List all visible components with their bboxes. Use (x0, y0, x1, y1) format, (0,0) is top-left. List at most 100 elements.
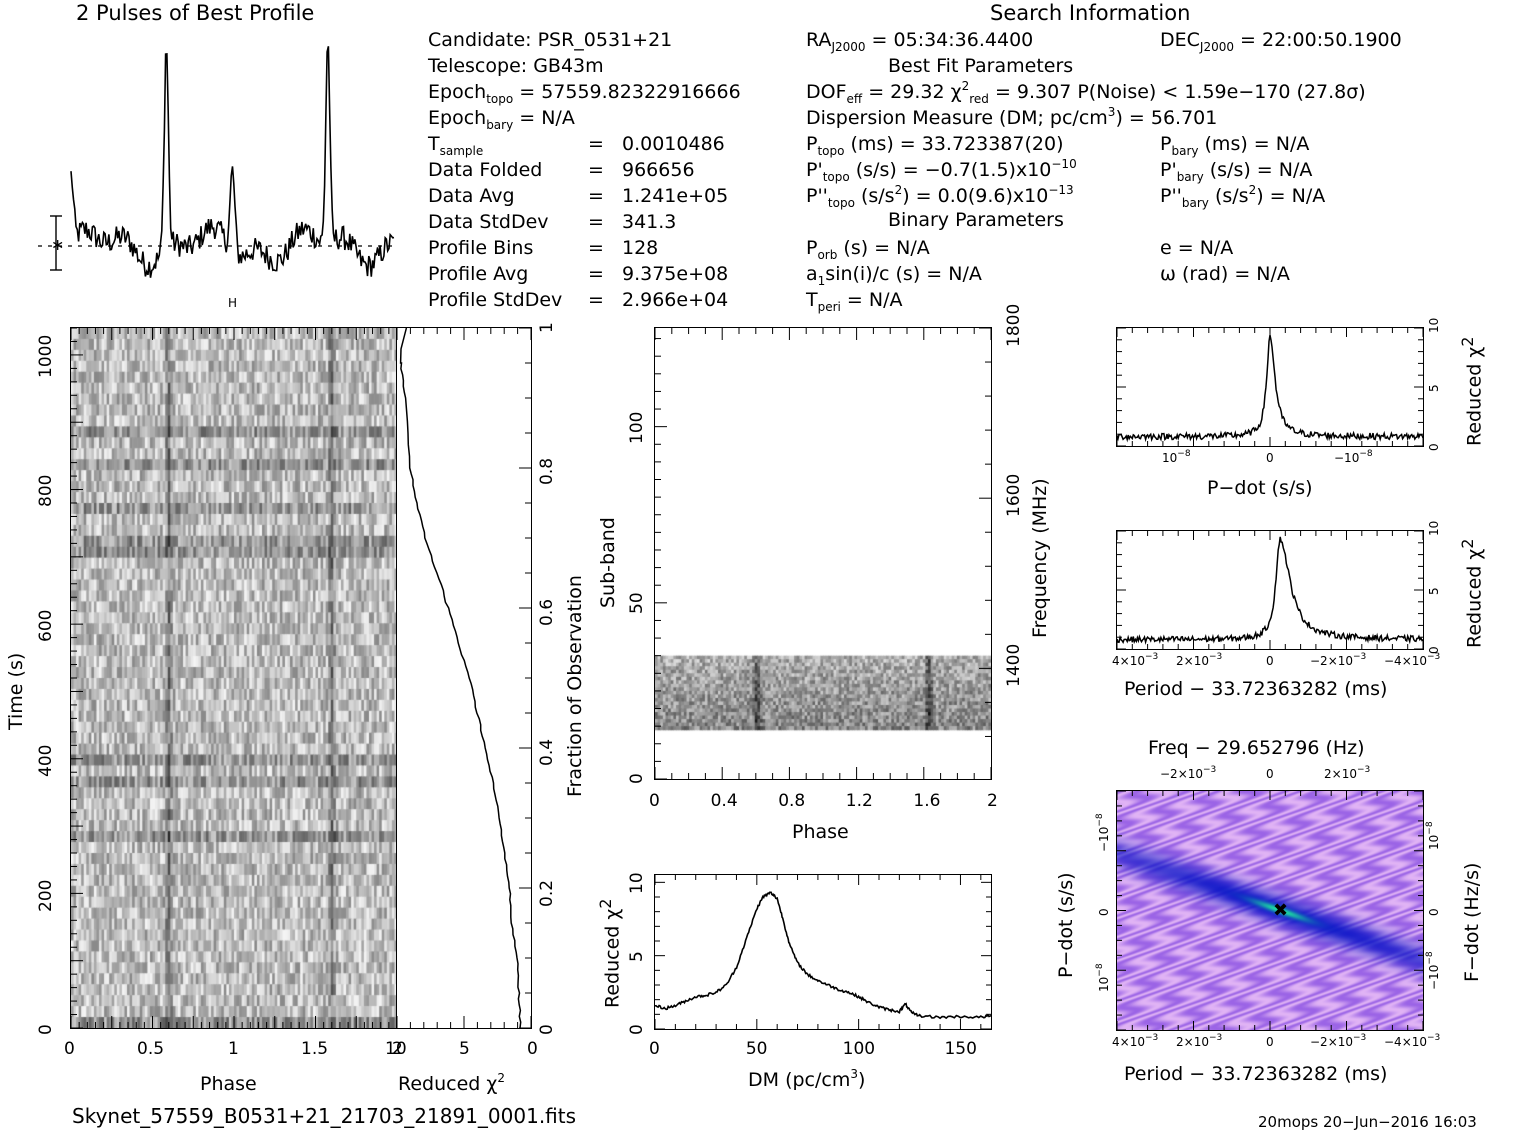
pdot-chi2-plot (1116, 327, 1424, 447)
profile-title: 2 Pulses of Best Profile (76, 1, 315, 25)
subband-phase-ylabel: Sub-band (597, 517, 619, 608)
chi2-fraction-xlabel: Reduced χ2 (398, 1071, 505, 1095)
subband-phase-freq-tick: 1600 (1004, 473, 1024, 518)
subband-phase-ytick: 100 (627, 411, 647, 444)
svg-text:✖: ✖ (1273, 900, 1288, 921)
period-pdot-plot: ✖ (1116, 790, 1424, 1031)
ra-line: RAJ2000 = 05:34:36.4400 (806, 29, 1034, 54)
chi2-fraction-curve (396, 327, 532, 1029)
period-chi2-xlabel: Period − 33.72363282 (ms) (1124, 678, 1388, 700)
period-pdot-left-tick: 10−8 (1095, 963, 1111, 992)
chi2-fraction-ytick: 0.8 (537, 458, 557, 486)
pdot-chi2-xlabel: P−dot (s/s) (1207, 477, 1313, 499)
period-chi2-plot (1116, 530, 1424, 650)
period-chi2-xtick: 4×10−3 (1112, 652, 1159, 668)
pdot-chi2-xtick: −10−8 (1334, 449, 1373, 465)
dof-chi-line: DOFeff = 29.32 χ2red = 9.307 P(Noise) < … (806, 79, 1366, 106)
time-phase-heatmap (71, 328, 397, 1028)
dm-chi2-xtick: 0 (649, 1039, 660, 1059)
search-info-title: Search Information (990, 1, 1191, 25)
filename: Skynet_57559_B0531+21_21703_21891_0001.f… (72, 1104, 577, 1128)
pddot-topo-line: P''topo (s/s2) = 0.0(9.6)x10−13 (806, 183, 1074, 210)
period-pdot-xtick: 2×10−3 (1176, 1033, 1223, 1049)
subband-phase-xlabel: Phase (792, 821, 849, 843)
a1sini-line: a1sin(i)/c (s) = N/A (806, 263, 982, 288)
period-chi2-ylabel: Reduced χ2 (1458, 538, 1486, 648)
dm-chi2-xtick: 50 (745, 1039, 768, 1059)
pdot-chi2-ylabel: Reduced χ2 (1458, 336, 1486, 446)
time-phase-xtick: 1 (228, 1039, 239, 1059)
period-pdot-top-tick: 2×10−3 (1324, 765, 1371, 781)
period-pdot-xtick: −2×10−3 (1310, 1033, 1367, 1049)
pddot-bary-line: P''bary (s/s2) = N/A (1160, 183, 1326, 210)
period-pdot-axes: ✖ (1116, 790, 1424, 1031)
epoch-topo-line: Epochtopo = 57559.82322916666 (428, 81, 741, 106)
chi2-fraction-ylabel: Fraction of Observation (564, 575, 586, 797)
eq-sign: = (588, 211, 604, 233)
chi2-fraction-ytick: 0 (537, 1024, 557, 1035)
data-avg-value: 1.241e+05 (622, 185, 729, 207)
profile-bins-value: 128 (622, 237, 659, 259)
telescope-line: Telescope: GB43m (428, 55, 604, 77)
pdot-topo-line: P'topo (s/s) = −0.7(1.5)x10−10 (806, 157, 1077, 184)
period-chi2-xtick: −4×10−3 (1384, 652, 1441, 668)
data-folded-label: Data Folded (428, 159, 543, 181)
dm-chi2-curve (654, 875, 992, 1030)
time-phase-xtick: 1.5 (301, 1039, 329, 1059)
chi2-fraction-ytick: 0.6 (537, 598, 557, 626)
period-pdot-top-tick: 0 (1266, 767, 1274, 781)
dm-chi2-ylabel: Reduced χ2 (596, 898, 624, 1008)
pdot-chi2-curve (1116, 327, 1424, 447)
period-pdot-left-tick: 0 (1097, 908, 1111, 916)
period-pdot-xtick: 4×10−3 (1112, 1033, 1159, 1049)
subband-phase-xtick: 0.8 (778, 791, 806, 811)
dm-chi2-xtick: 150 (944, 1039, 977, 1059)
subband-phase-xtick: 1.2 (845, 791, 873, 811)
period-pdot-ylabel-right: F−dot (Hz/s) (1461, 862, 1483, 982)
eq-sign: = (588, 185, 604, 207)
tperi-line: Tperi = N/A (806, 289, 903, 314)
subband-phase-ytick: 0 (627, 773, 647, 784)
dm-chi2-plot (654, 874, 992, 1030)
period-chi2-ytick: 5 (1427, 587, 1441, 595)
profile-marker: H (228, 296, 238, 310)
period-pdot-xtick: 0 (1266, 1035, 1274, 1049)
tsample-label: Tsample (428, 133, 484, 158)
dm-chi2-ytick: 5 (627, 950, 647, 962)
tsample-value: 0.0010486 (622, 133, 725, 155)
dm-chi2-xtick: 100 (842, 1039, 876, 1059)
period-pdot-left-tick: −10−8 (1095, 813, 1111, 852)
eq-sign: = (588, 263, 604, 285)
dm-chi2-ytick: 10 (627, 872, 647, 895)
time-phase-ytick: 400 (36, 744, 56, 777)
chi2-fraction-ytick: 0.4 (537, 739, 557, 767)
time-phase-axes (70, 327, 398, 1029)
subband-phase-xtick: 1.6 (913, 791, 941, 811)
profile-avg-label: Profile Avg (428, 263, 529, 285)
dm-line: Dispersion Measure (DM; pc/cm3) = 56.701 (806, 105, 1218, 129)
data-folded-value: 966656 (622, 159, 695, 181)
subband-phase-plot (654, 327, 992, 780)
candidate-line: Candidate: PSR_0531+21 (428, 29, 673, 51)
subband-phase-ylabel-right: Frequency (MHz) (1029, 478, 1051, 638)
period-chi2-xtick: 0 (1266, 654, 1274, 668)
period-chi2-curve (1116, 530, 1424, 650)
period-chi2-xtick: −2×10−3 (1310, 652, 1367, 668)
time-phase-ytick: 200 (36, 879, 56, 912)
best-fit-title: Best Fit Parameters (888, 55, 1074, 77)
profile-stddev-value: 2.966e+04 (622, 289, 729, 311)
period-pdot-right-tick: −10−8 (1425, 951, 1441, 990)
period-pdot-xlabel: Period − 33.72363282 (ms) (1124, 1063, 1388, 1085)
profile-plot: ∗ (38, 28, 396, 290)
period-chi2-ytick: 10 (1427, 520, 1441, 536)
subband-phase-freq-tick: 1800 (1004, 303, 1024, 347)
period-pdot-ylabel: P−dot (s/s) (1055, 872, 1077, 978)
porb-line: Porb (s) = N/A (806, 237, 930, 262)
dm-chi2-ytick: 0 (627, 1024, 647, 1035)
chi2-fraction-xtick: 10 (385, 1039, 407, 1059)
subband-phase-xtick: 0 (649, 791, 660, 811)
ecc-line: e = N/A (1160, 237, 1234, 259)
profile-curve: ∗ (38, 46, 396, 278)
time-phase-ylabel: Time (s) (5, 652, 27, 730)
